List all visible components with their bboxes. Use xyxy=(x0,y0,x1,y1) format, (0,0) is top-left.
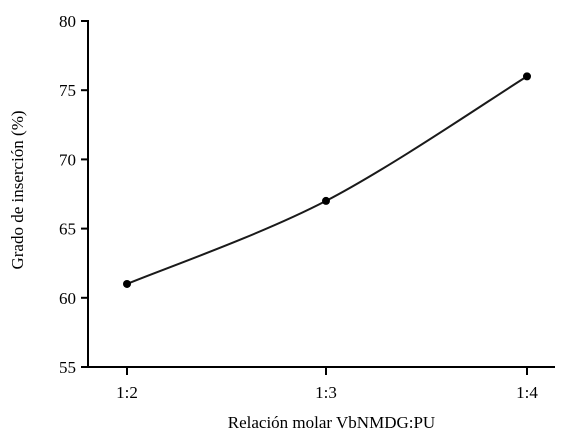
data-series xyxy=(123,72,531,288)
x-axis-ticks: 1:2 1:3 1:4 xyxy=(116,367,538,402)
data-point-1-2 xyxy=(123,279,131,288)
y-tick-label-75: 75 xyxy=(59,81,76,100)
series-line xyxy=(126,75,528,285)
y-tick-label-60: 60 xyxy=(59,289,76,308)
y-axis-ticks: 55 60 65 70 75 80 xyxy=(59,12,88,377)
x-axis-label: Relación molar VbNMDG:PU xyxy=(228,413,435,432)
x-tick-label-3: 1:4 xyxy=(516,383,538,402)
y-tick-label-55: 55 xyxy=(59,358,76,377)
x-tick-label-1: 1:2 xyxy=(116,383,138,402)
y-tick-label-80: 80 xyxy=(59,12,76,31)
x-tick-label-2: 1:3 xyxy=(315,383,337,402)
y-tick-label-65: 65 xyxy=(59,220,76,239)
data-point-1-4 xyxy=(523,72,531,81)
y-tick-label-70: 70 xyxy=(59,150,76,169)
y-axis-label: Grado de inserción (%) xyxy=(8,110,27,269)
data-point-1-3 xyxy=(322,196,330,205)
plot-area xyxy=(87,20,555,368)
